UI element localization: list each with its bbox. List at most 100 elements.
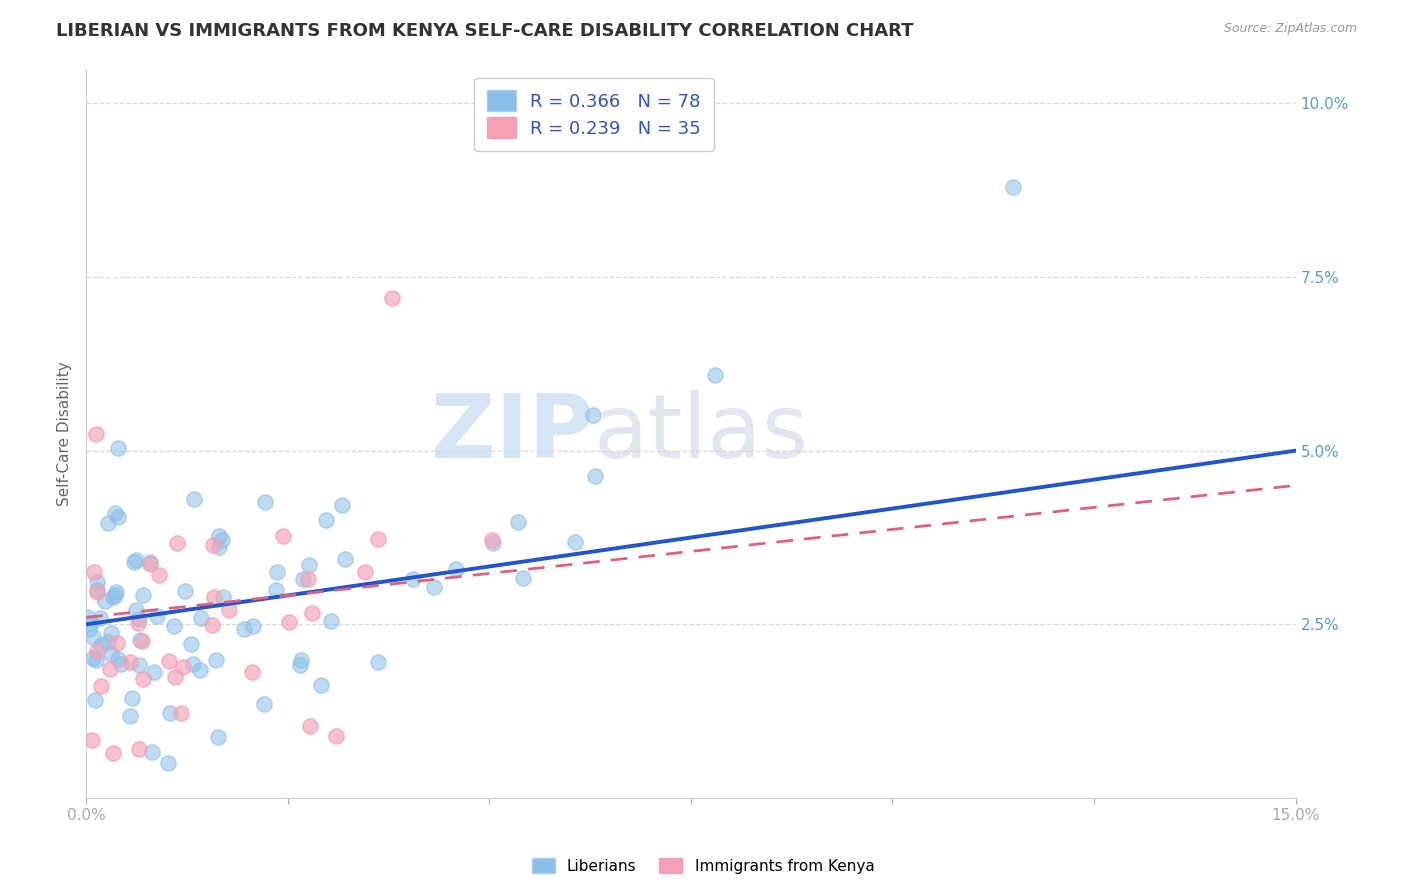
- Point: [83, 693, 105, 707]
- Point: [104, 584, 127, 599]
- Point: [218, 602, 240, 616]
- Point: [105, 636, 128, 650]
- Point: [98, 662, 121, 676]
- Point: [253, 698, 276, 712]
- Point: [141, 745, 163, 759]
- Point: [266, 565, 288, 579]
- Point: [190, 611, 212, 625]
- Point: [139, 555, 162, 569]
- Point: [180, 637, 202, 651]
- Y-axis label: Self-Care Disability: Self-Care Disability: [58, 361, 72, 506]
- Point: [564, 534, 586, 549]
- Point: [181, 657, 204, 671]
- Point: [157, 654, 180, 668]
- Point: [80, 616, 103, 631]
- Point: [291, 572, 314, 586]
- Point: [482, 536, 505, 550]
- Point: [128, 742, 150, 756]
- Point: [101, 746, 124, 760]
- Point: [512, 571, 534, 585]
- Point: [107, 651, 129, 665]
- Point: [97, 516, 120, 531]
- Point: [242, 618, 264, 632]
- Point: [120, 655, 142, 669]
- Point: [89, 611, 111, 625]
- Point: [107, 442, 129, 456]
- Point: [321, 615, 343, 629]
- Point: [402, 572, 425, 586]
- Point: [301, 606, 323, 620]
- Point: [232, 622, 254, 636]
- Point: [207, 730, 229, 744]
- Point: [169, 706, 191, 720]
- Point: [128, 657, 150, 672]
- Point: [309, 678, 332, 692]
- Point: [110, 657, 132, 671]
- Point: [86, 643, 108, 657]
- Point: [86, 574, 108, 589]
- Legend: Liberians, Immigrants from Kenya: Liberians, Immigrants from Kenya: [526, 852, 880, 880]
- Point: [297, 572, 319, 586]
- Point: [264, 583, 287, 598]
- Point: [202, 538, 225, 552]
- Point: [148, 567, 170, 582]
- Point: [582, 408, 605, 422]
- Point: [211, 533, 233, 547]
- Point: [240, 665, 263, 679]
- Point: [104, 506, 127, 520]
- Point: [290, 657, 312, 672]
- Point: [207, 529, 229, 543]
- Point: [84, 653, 107, 667]
- Point: [100, 647, 122, 661]
- Point: [94, 594, 117, 608]
- Point: [86, 585, 108, 599]
- Point: [381, 291, 404, 305]
- Point: [122, 555, 145, 569]
- Point: [143, 665, 166, 679]
- Point: [444, 562, 467, 576]
- Point: [104, 588, 127, 602]
- Point: [131, 634, 153, 648]
- Point: [159, 706, 181, 720]
- Point: [172, 660, 194, 674]
- Point: [335, 552, 357, 566]
- Point: [97, 634, 120, 648]
- Point: [83, 566, 105, 580]
- Point: [208, 540, 231, 554]
- Point: [146, 608, 169, 623]
- Point: [163, 619, 186, 633]
- Text: Source: ZipAtlas.com: Source: ZipAtlas.com: [1223, 22, 1357, 36]
- Text: ZIP: ZIP: [432, 390, 595, 477]
- Point: [82, 630, 104, 644]
- Point: [1002, 179, 1025, 194]
- Point: [76, 610, 98, 624]
- Point: [128, 612, 150, 626]
- Text: atlas: atlas: [595, 390, 810, 477]
- Point: [131, 672, 153, 686]
- Point: [205, 653, 228, 667]
- Point: [325, 730, 347, 744]
- Point: [277, 615, 299, 629]
- Point: [253, 495, 276, 509]
- Point: [166, 536, 188, 550]
- Point: [188, 663, 211, 677]
- Point: [330, 498, 353, 512]
- Point: [583, 468, 606, 483]
- Point: [132, 588, 155, 602]
- Point: [157, 756, 180, 771]
- Point: [201, 618, 224, 632]
- Point: [481, 533, 503, 548]
- Point: [90, 679, 112, 693]
- Point: [423, 580, 446, 594]
- Point: [121, 691, 143, 706]
- Legend: R = 0.366   N = 78, R = 0.239   N = 35: R = 0.366 N = 78, R = 0.239 N = 35: [474, 78, 714, 151]
- Point: [704, 368, 727, 382]
- Point: [90, 638, 112, 652]
- Point: [125, 552, 148, 566]
- Point: [298, 558, 321, 572]
- Point: [174, 583, 197, 598]
- Point: [118, 709, 141, 723]
- Point: [82, 651, 104, 665]
- Point: [315, 513, 337, 527]
- Point: [212, 590, 235, 604]
